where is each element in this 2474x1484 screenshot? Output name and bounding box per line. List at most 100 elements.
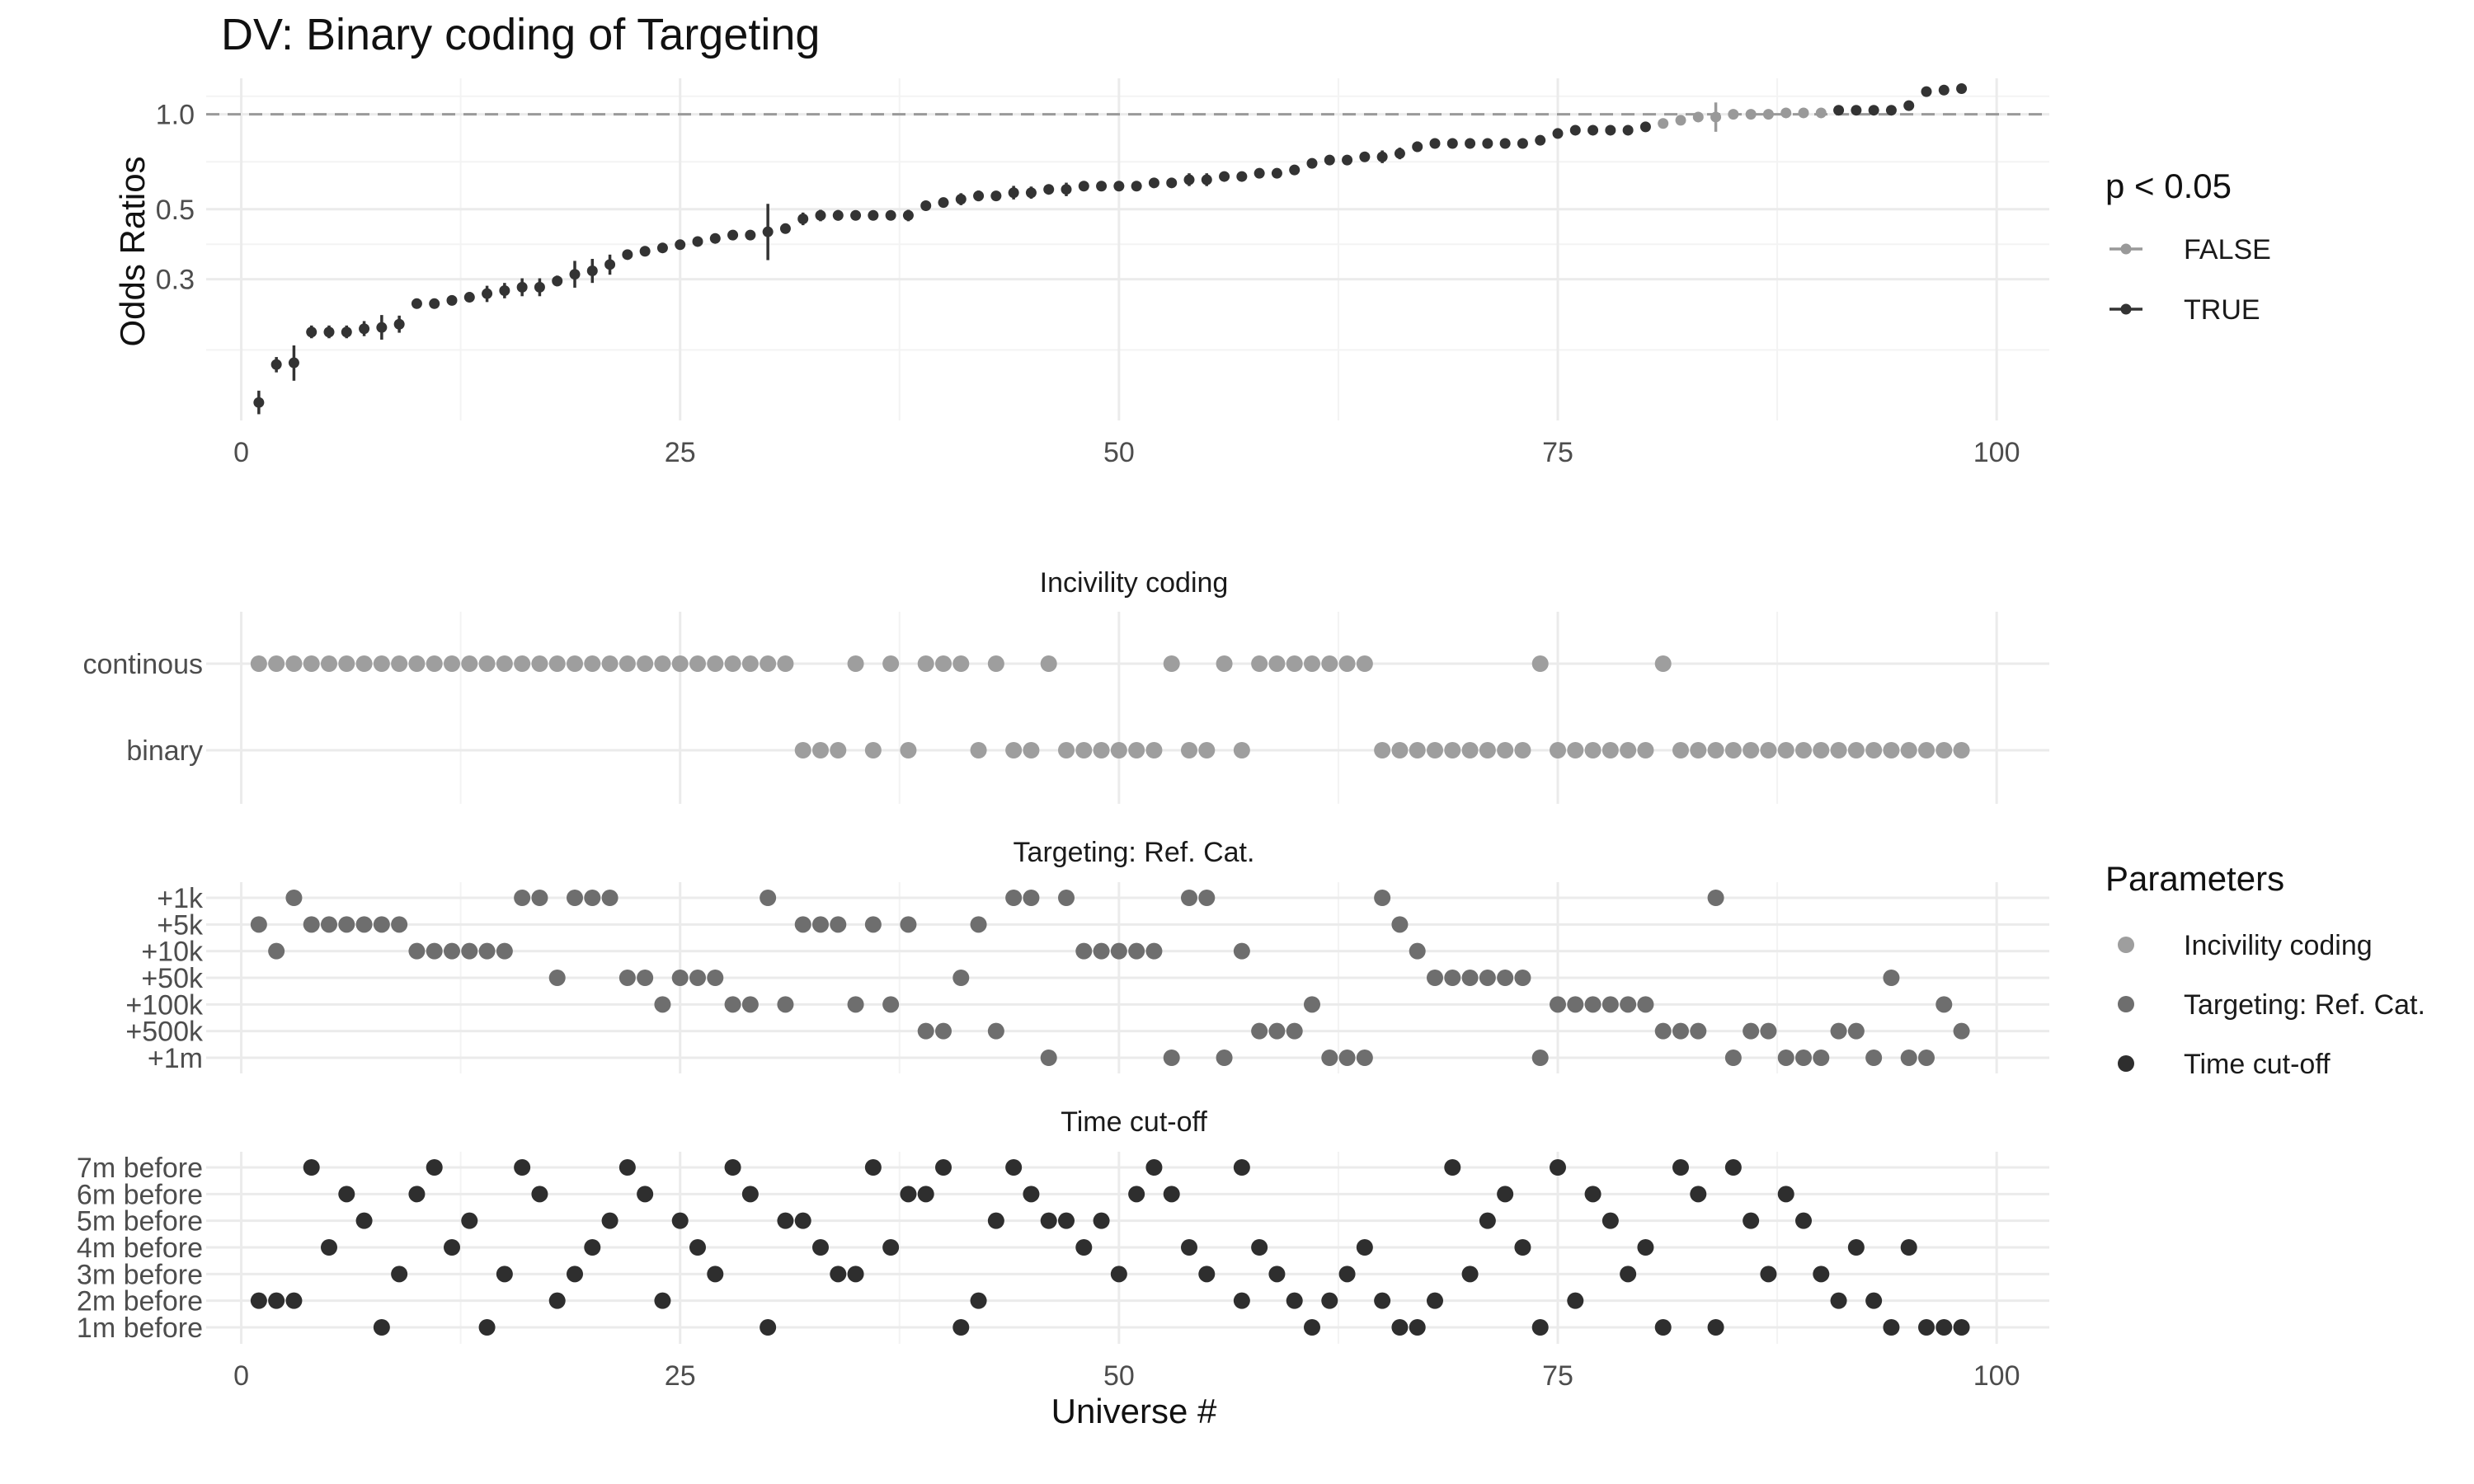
specification-dot <box>479 1319 496 1336</box>
specification-dot <box>865 742 882 758</box>
odds-ratio-marker <box>1289 165 1300 176</box>
specification-dot <box>1198 890 1215 906</box>
y-tick-label: 1.0 <box>156 100 195 131</box>
estimate-point <box>1026 186 1037 199</box>
category-label: continous <box>82 649 203 680</box>
specification-dot <box>1339 1050 1356 1066</box>
specification-dot <box>426 1159 443 1176</box>
specification-dot <box>1760 742 1776 758</box>
specification-dot <box>1848 1023 1865 1040</box>
specification-dot <box>952 1319 969 1336</box>
odds-ratio-marker <box>1851 105 1861 115</box>
estimate-point <box>1500 139 1511 149</box>
odds-ratio-marker <box>534 282 545 293</box>
estimate-point <box>938 197 949 208</box>
estimate-point <box>780 223 791 234</box>
specification-dot <box>567 1266 583 1282</box>
estimate-point <box>920 200 931 211</box>
specification-dot <box>1198 742 1215 758</box>
odds-ratio-marker <box>464 292 475 303</box>
odds-ratio-marker <box>1640 121 1651 132</box>
x-tick-label: 75 <box>1542 437 1573 468</box>
specification-dot <box>742 1186 759 1202</box>
odds-ratio-marker <box>1149 177 1159 188</box>
estimate-point <box>376 315 387 340</box>
specification-dot <box>514 1159 530 1176</box>
specification-dot <box>1778 1186 1794 1202</box>
odds-ratio-marker <box>1816 107 1827 118</box>
estimate-point <box>1009 186 1019 199</box>
specification-dot <box>1954 742 1970 758</box>
specification-dot <box>1918 742 1935 758</box>
specification-dot <box>584 890 600 906</box>
odds-ratio-marker <box>1763 109 1774 120</box>
specification-dot <box>689 1239 706 1256</box>
specification-dot <box>1268 655 1285 672</box>
specification-dot <box>777 996 793 1012</box>
specification-dot <box>1655 1319 1672 1336</box>
specification-dot <box>1479 970 1496 986</box>
specification-dot <box>1865 1293 1882 1309</box>
specification-dot <box>1550 742 1566 758</box>
specification-dot <box>1690 742 1706 758</box>
odds-ratio-marker <box>376 322 387 333</box>
x-tick-label: 50 <box>1103 1360 1135 1392</box>
specification-dot <box>549 655 566 672</box>
specification-dot <box>479 943 496 960</box>
specification-dot <box>1339 655 1356 672</box>
estimate-point <box>1517 139 1528 149</box>
specification-dot <box>725 1159 741 1176</box>
specification-dot <box>1357 655 1373 672</box>
specification-dot <box>1181 890 1197 906</box>
specification-dot <box>988 655 1004 672</box>
specification-dot <box>1005 742 1022 758</box>
odds-ratio-panel: 0 25 50 75 100 0.3 0.5 1.0 <box>156 78 2049 468</box>
category-label: binary <box>126 735 203 767</box>
specification-dot <box>1321 655 1338 672</box>
legend-key-dot <box>2118 1055 2134 1072</box>
estimate-point <box>1465 139 1475 149</box>
estimate-point <box>727 230 738 241</box>
specification-dot <box>1514 1239 1531 1256</box>
specification-dot <box>1094 1213 1110 1229</box>
specification-dot <box>444 655 460 672</box>
specification-dot <box>689 655 706 672</box>
odds-ratio-marker <box>693 236 703 247</box>
specification-dot <box>1023 1186 1039 1202</box>
legend-label: TRUE <box>2184 294 2260 326</box>
specification-dot <box>1058 742 1075 758</box>
specification-dot <box>1286 1023 1303 1040</box>
specification-dot <box>1497 970 1513 986</box>
specification-dot <box>1268 1266 1285 1282</box>
specification-dot <box>654 1293 670 1309</box>
odds-ratio-marker <box>1799 107 1809 118</box>
odds-ratio-marker <box>587 265 598 276</box>
odds-ratio-marker <box>1605 124 1616 135</box>
odds-ratio-marker <box>1746 109 1757 120</box>
specification-dot <box>1075 943 1092 960</box>
specification-dot <box>988 1023 1004 1040</box>
estimate-point <box>412 298 422 309</box>
specification-dot <box>602 890 618 906</box>
odds-ratio-marker <box>745 230 755 241</box>
specification-dot <box>1532 1050 1549 1066</box>
odds-ratio-marker <box>816 210 826 221</box>
specification-dot <box>303 1159 320 1176</box>
specification-dot <box>848 1266 864 1282</box>
specification-dot <box>1444 970 1460 986</box>
specification-dot <box>496 1266 513 1282</box>
specification-dot <box>900 1186 916 1202</box>
specification-dot <box>251 1293 267 1309</box>
specification-dot <box>426 655 443 672</box>
specification-dot <box>654 996 670 1012</box>
specification-dot <box>1813 1050 1829 1066</box>
specification-dot <box>268 1293 285 1309</box>
specification-dot <box>952 970 969 986</box>
specification-dot <box>531 655 548 672</box>
facet-title-incivility: Incivility coding <box>1040 567 1229 599</box>
specification-dot <box>1304 996 1320 1012</box>
specification-dot <box>338 655 355 672</box>
specification-dot <box>1690 1023 1706 1040</box>
odds-ratio-marker <box>1342 155 1352 166</box>
estimate-point <box>464 292 475 303</box>
